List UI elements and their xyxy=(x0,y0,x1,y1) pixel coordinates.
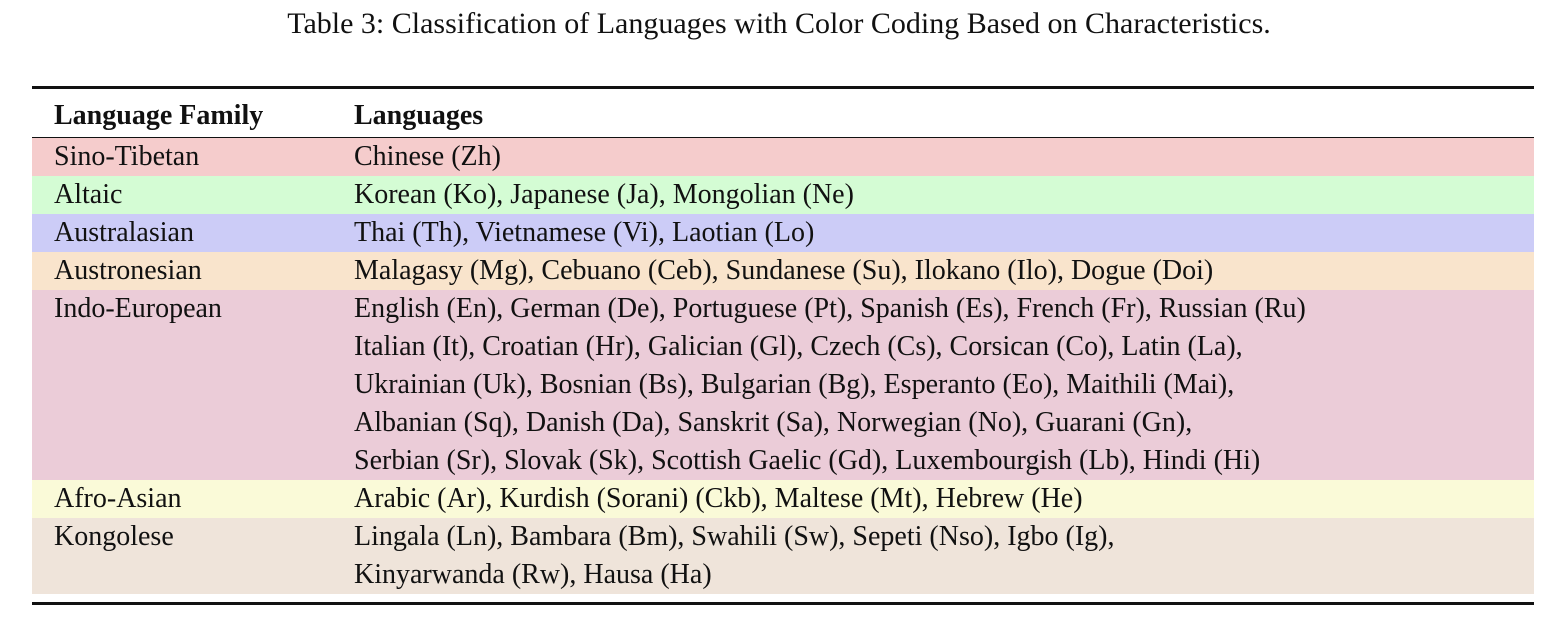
header-family: Language Family xyxy=(54,100,264,131)
languages-line: Arabic (Ar), Kurdish (Sorani) (Ckb), Mal… xyxy=(354,483,1083,514)
bottom-rule xyxy=(32,602,1534,605)
languages-line: Serbian (Sr), Slovak (Sk), Scottish Gael… xyxy=(354,445,1261,476)
languages-line: Malagasy (Mg), Cebuano (Ceb), Sundanese … xyxy=(354,255,1214,286)
languages-line: Kinyarwanda (Rw), Hausa (Ha) xyxy=(354,559,712,590)
header-row: Language Family Languages xyxy=(32,89,1534,137)
languages-line: Ukrainian (Uk), Bosnian (Bs), Bulgarian … xyxy=(354,369,1235,400)
languages-cell: Arabic (Ar), Kurdish (Sorani) (Ckb), Mal… xyxy=(354,480,1534,518)
table-row: Sino-Tibetan Chinese (Zh) xyxy=(32,138,1534,176)
family-cell: Afro-Asian xyxy=(54,483,182,514)
languages-line: Lingala (Ln), Bambara (Bm), Swahili (Sw)… xyxy=(354,521,1115,552)
family-cell: Altaic xyxy=(54,179,123,210)
languages-cell: Lingala (Ln), Bambara (Bm), Swahili (Sw)… xyxy=(354,518,1534,594)
table-row: Australasian Thai (Th), Vietnamese (Vi), … xyxy=(32,214,1534,252)
table-row: Indo-European English (En), German (De), … xyxy=(32,290,1534,480)
family-cell: Indo-European xyxy=(54,293,222,324)
header-languages: Languages xyxy=(354,100,484,131)
table-caption: Table 3: Classification of Languages wit… xyxy=(287,7,1271,40)
languages-line: Thai (Th), Vietnamese (Vi), Laotian (Lo) xyxy=(354,217,815,248)
languages-cell: Chinese (Zh) xyxy=(354,138,1534,176)
family-cell: Austronesian xyxy=(54,255,202,286)
family-cell: Australasian xyxy=(54,217,194,248)
table-row: Altaic Korean (Ko), Japanese (Ja), Mongol… xyxy=(32,176,1534,214)
top-rule xyxy=(32,86,1534,89)
languages-cell: Korean (Ko), Japanese (Ja), Mongolian (N… xyxy=(354,176,1534,214)
table-row: Austronesian Malagasy (Mg), Cebuano (Ceb)… xyxy=(32,252,1534,290)
table-body: Sino-Tibetan Chinese (Zh) Altaic Korean (Ko… xyxy=(32,138,1534,594)
languages-line: Albanian (Sq), Danish (Da), Sanskrit (Sa… xyxy=(354,407,1193,438)
language-table: Language Family Languages Sino-Tibetan Ch… xyxy=(32,86,1534,605)
languages-line: Italian (It), Croatian (Hr), Galician (G… xyxy=(354,331,1243,362)
languages-line: English (En), German (De), Portuguese (P… xyxy=(354,293,1306,324)
mid-rule xyxy=(32,137,1534,138)
table-row: Afro-Asian Arabic (Ar), Kurdish (Sorani) … xyxy=(32,480,1534,518)
family-cell: Kongolese xyxy=(54,521,174,552)
languages-cell: Thai (Th), Vietnamese (Vi), Laotian (Lo) xyxy=(354,214,1534,252)
family-cell: Sino-Tibetan xyxy=(54,141,200,172)
languages-cell: English (En), German (De), Portuguese (P… xyxy=(354,290,1534,480)
table-row: Kongolese Lingala (Ln), Bambara (Bm), Swa… xyxy=(32,518,1534,594)
languages-line: Chinese (Zh) xyxy=(354,141,501,172)
languages-line: Korean (Ko), Japanese (Ja), Mongolian (N… xyxy=(354,179,854,210)
languages-cell: Malagasy (Mg), Cebuano (Ceb), Sundanese … xyxy=(354,252,1534,290)
